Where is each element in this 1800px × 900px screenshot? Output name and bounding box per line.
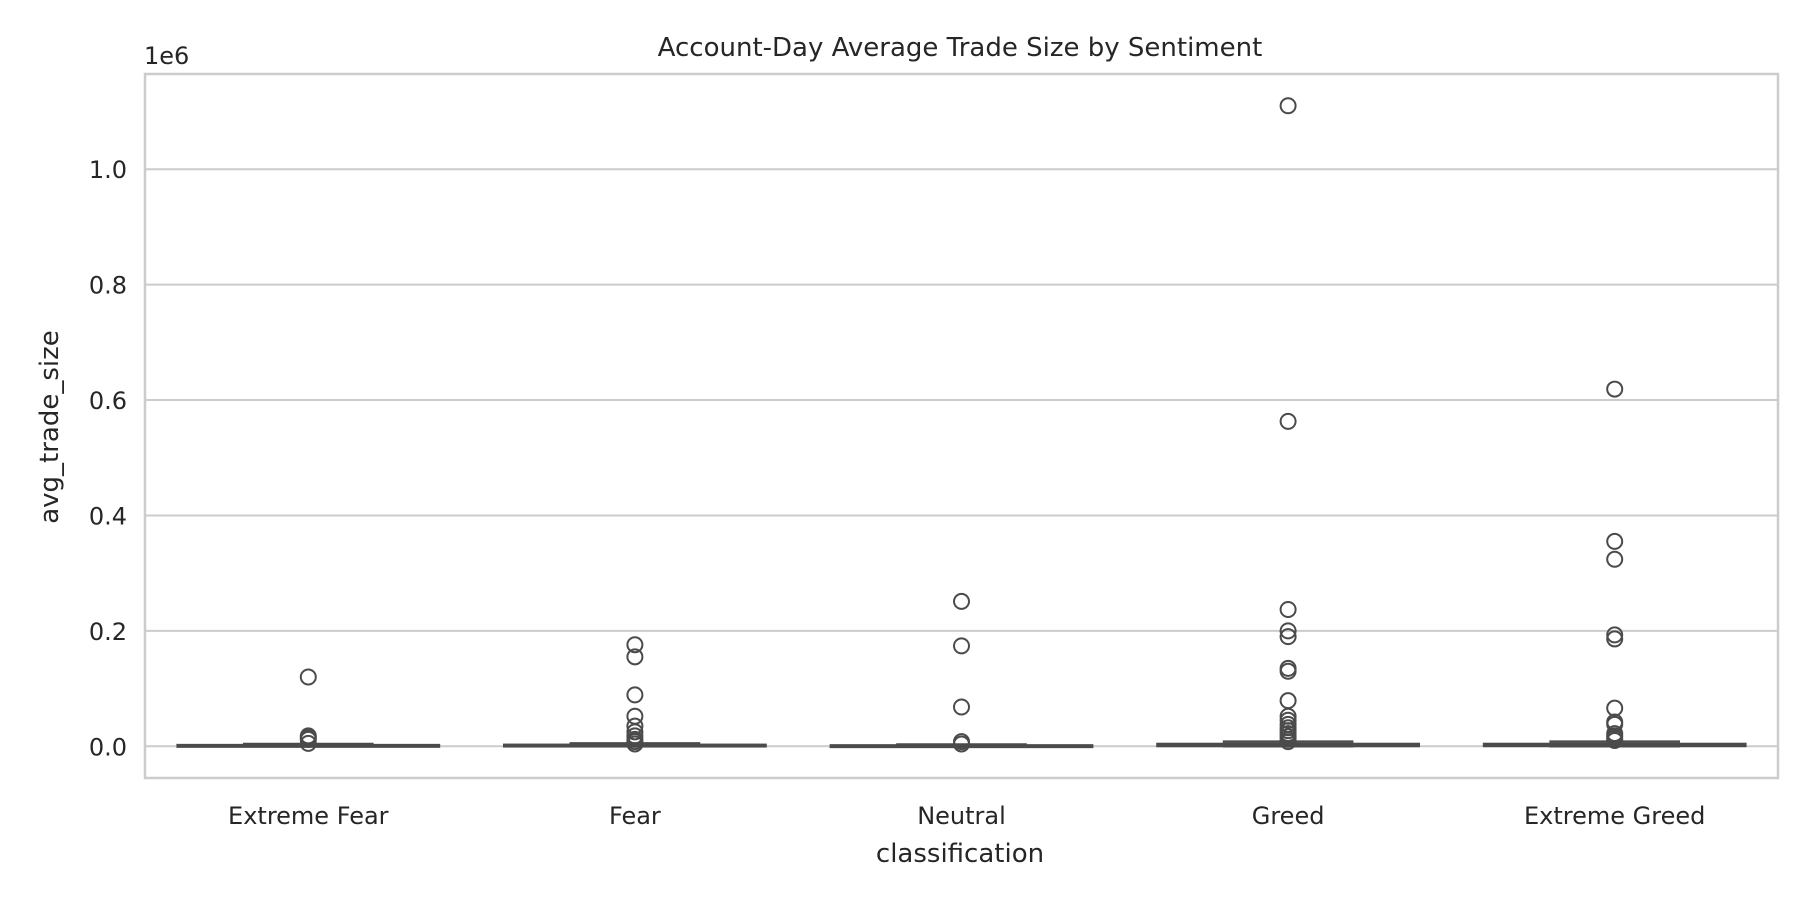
outlier-point [1279, 628, 1297, 646]
x-tick-label: Neutral [917, 802, 1006, 830]
outlier-point [1279, 412, 1297, 430]
outlier-point [1279, 622, 1297, 640]
outlier-point [1279, 97, 1297, 115]
box-group [829, 592, 1094, 753]
outlier-point [1606, 731, 1624, 749]
outlier-point [1606, 715, 1624, 733]
box-group [1482, 380, 1747, 749]
y-axis-label: avg_trade_size [35, 330, 65, 524]
outlier-point [953, 637, 970, 655]
outlier-point [299, 668, 317, 686]
outlier-point [1606, 626, 1624, 644]
grid-lines [145, 168, 1778, 748]
outlier-point [1606, 380, 1624, 398]
outlier-point [626, 723, 644, 741]
x-tick-label: Extreme Fear [228, 802, 389, 830]
outlier-point [1606, 630, 1624, 648]
outlier-point [1606, 532, 1624, 550]
outlier-point [1606, 699, 1624, 717]
plot-area-frame [143, 72, 1780, 780]
y-axis-ticks: 0.0 0.2 0.4 0.6 0.8 1.0 [89, 156, 127, 761]
x-tick-label: Extreme Greed [1524, 802, 1705, 830]
outlier-point [626, 648, 644, 666]
outlier-point [1279, 662, 1297, 680]
y-tick-label: 0.4 [89, 502, 127, 530]
outlier-point [953, 698, 970, 716]
x-axis-label: classification [876, 839, 1044, 869]
box-group [1156, 97, 1420, 751]
y-tick-label: 0.8 [89, 272, 127, 300]
x-tick-label: Fear [609, 802, 661, 830]
box-group [176, 668, 441, 752]
outlier-point [626, 686, 644, 704]
outlier-point [1279, 711, 1297, 729]
outlier-point [299, 734, 317, 752]
y-tick-label: 0.2 [89, 618, 127, 646]
outlier-point [1279, 733, 1297, 751]
outlier-point [299, 730, 317, 748]
box-plot-series [176, 97, 1747, 753]
y-tick-label: 0.6 [89, 387, 127, 415]
outlier-point [1279, 692, 1297, 710]
outlier-point [1279, 601, 1297, 619]
outlier-point [626, 735, 644, 753]
outlier-point [626, 636, 644, 654]
x-tick-label: Greed [1252, 802, 1325, 830]
box-group [503, 636, 767, 753]
chart-title: Account-Day Average Trade Size by Sentim… [658, 33, 1263, 63]
x-axis-ticks: Extreme Fear Fear Neutral Greed Extreme Gree… [228, 802, 1705, 830]
outlier-point [953, 592, 970, 610]
y-axis-offset-label: 1e6 [144, 42, 189, 70]
y-tick-label: 1.0 [89, 156, 127, 184]
outlier-point [953, 735, 970, 753]
outlier-point [1606, 550, 1624, 568]
y-tick-label: 0.0 [89, 733, 127, 761]
